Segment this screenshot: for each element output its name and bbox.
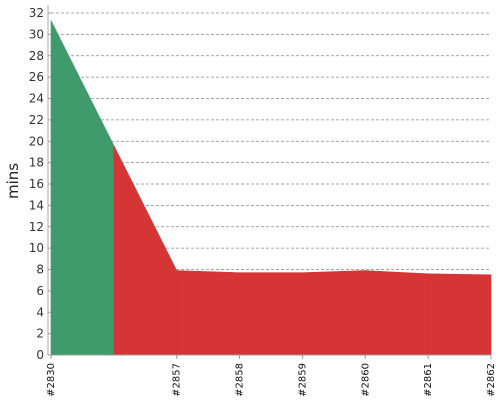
y-tick-label: 22 [29,113,44,127]
y-tick-label: 18 [29,156,44,170]
area-segment [302,270,366,356]
y-tick-label: 26 [29,70,44,84]
area-layer [50,20,492,356]
x-tick-label: #2857 [172,363,183,397]
y-tick-label: 20 [29,134,44,148]
y-tick-label: 16 [29,177,44,191]
x-tick-label: #2860 [360,363,371,397]
x-tick-label: #2830 [46,363,57,397]
y-tick-label: 12 [29,220,44,234]
x-tick-label: #2859 [297,363,308,397]
axis-layer [47,5,491,356]
x-tick-layer: #2830 #2857 #2858 #2859 #2860 #2861 #2862 [46,355,497,397]
x-tick-label: #2861 [423,363,434,397]
y-tick-label: 0 [36,348,44,362]
area-segment [427,273,492,356]
y-tick-label: 10 [29,241,44,255]
y-tick-label: 28 [29,49,44,63]
y-tick-label: 32 [29,6,44,20]
y-tick-label: 2 [36,327,44,341]
y-tick-label: 24 [29,92,44,106]
y-tick-label: 14 [29,198,44,212]
area-segment [239,272,303,356]
y-tick-label: 4 [36,305,44,319]
y-tick-label: 6 [36,284,44,298]
y-tick-label: 8 [36,263,44,277]
area-segment [113,145,178,356]
y-tick-label: 30 [29,27,44,41]
y-axis-label: mins [4,163,22,199]
area-segment [176,270,240,356]
x-tick-label: #2862 [486,363,497,397]
x-tick-label: #2858 [235,363,246,397]
area-segment [50,20,115,356]
area-segment [364,270,429,356]
